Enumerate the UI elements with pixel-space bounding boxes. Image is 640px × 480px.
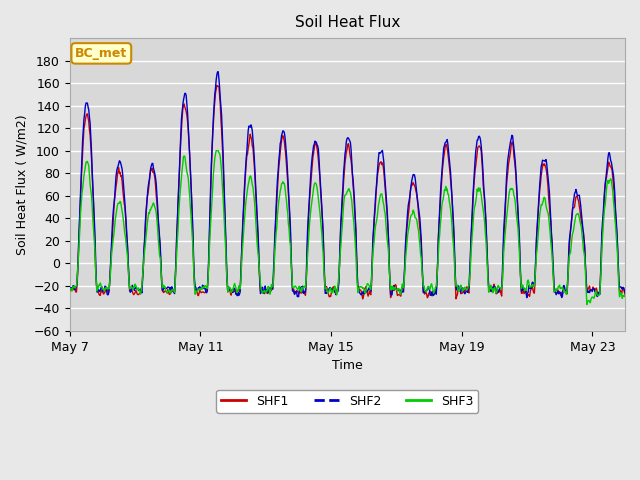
Y-axis label: Soil Heat Flux ( W/m2): Soil Heat Flux ( W/m2) [15, 114, 28, 255]
Legend: SHF1, SHF2, SHF3: SHF1, SHF2, SHF3 [216, 390, 478, 413]
X-axis label: Time: Time [332, 359, 363, 372]
Text: BC_met: BC_met [76, 47, 127, 60]
Title: Soil Heat Flux: Soil Heat Flux [294, 15, 400, 30]
